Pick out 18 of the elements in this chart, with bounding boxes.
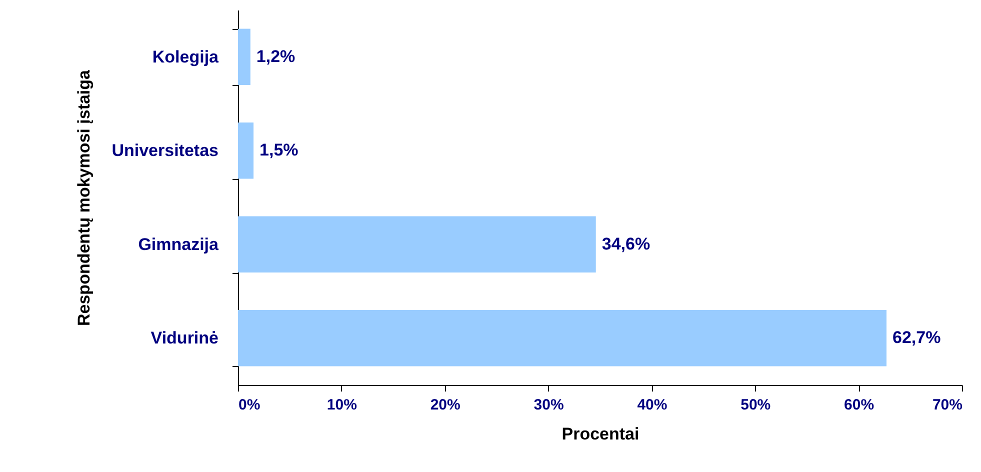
- data-label: 34,6%: [602, 234, 650, 254]
- x-tick-label: 10%: [326, 396, 357, 414]
- y-tick-label: Universitetas: [112, 141, 218, 160]
- data-label: 62,7%: [892, 328, 941, 348]
- x-tick-label: 60%: [844, 396, 874, 414]
- data-label: 1,5%: [260, 140, 298, 160]
- x-tick-label: 0%: [238, 396, 260, 414]
- x-tick-label: 30%: [534, 396, 564, 414]
- y-tick-label: Kolegija: [152, 47, 220, 66]
- y-axis-title: Respondentų mokymosi įstaiga: [74, 69, 94, 326]
- x-tick-label: 70%: [932, 396, 962, 414]
- x-tick-label: 20%: [430, 396, 460, 414]
- y-tick-label: Gimnazija: [138, 234, 220, 254]
- x-axis-title: Procentai: [562, 424, 640, 444]
- x-tick-label: 50%: [740, 396, 771, 414]
- data-label: 1,2%: [256, 46, 296, 66]
- x-tick-label: 40%: [637, 396, 668, 414]
- y-tick-label: Vidurinė: [150, 328, 218, 348]
